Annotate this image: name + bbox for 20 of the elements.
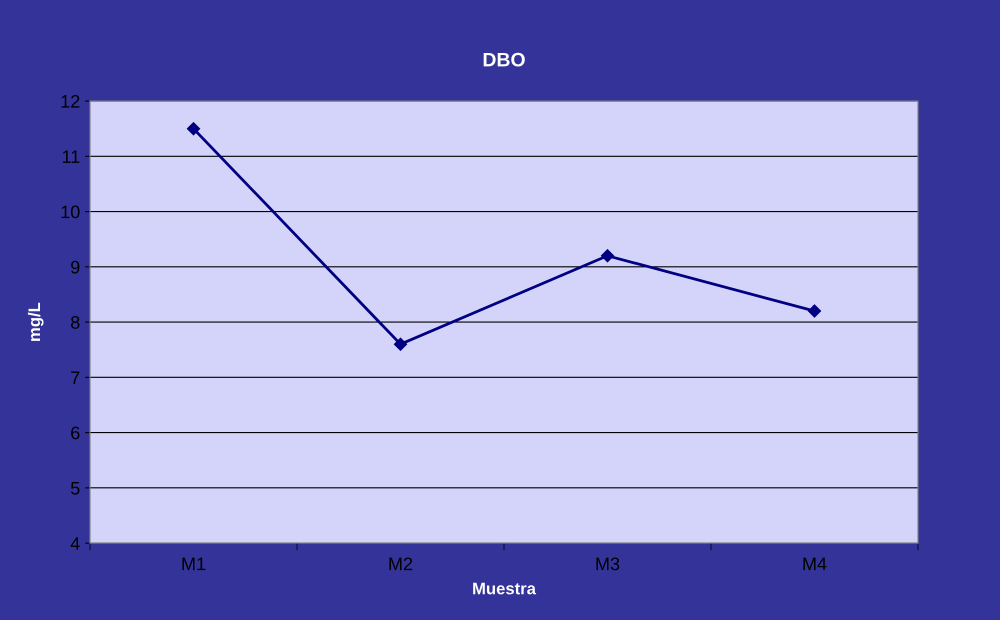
x-tick-label: M1 <box>182 558 206 570</box>
x-tick-label: M2 <box>389 557 412 570</box>
y-axis-title: mg/L <box>28 302 44 341</box>
y-tick-label: 5 <box>70 482 80 495</box>
y-tick-label: 11 <box>62 150 80 163</box>
y-tick-label: 9 <box>71 260 80 274</box>
y-tick-label: 8 <box>71 316 80 329</box>
y-tick-label: 4 <box>70 537 80 550</box>
x-tick-label: M3 <box>596 557 620 570</box>
point <box>600 249 614 262</box>
x-tick-label: M4 <box>803 558 827 570</box>
chart-title: DBO <box>484 52 525 67</box>
point <box>808 304 822 318</box>
y-tick-label: 6 <box>71 426 80 440</box>
y-tick-label: 10 <box>62 206 80 218</box>
x-axis-title: Muestra <box>473 582 536 594</box>
point <box>394 338 408 351</box>
y-tick-label: 12 <box>62 94 80 108</box>
y-tick-label: 7 <box>71 371 80 384</box>
point <box>186 122 200 136</box>
